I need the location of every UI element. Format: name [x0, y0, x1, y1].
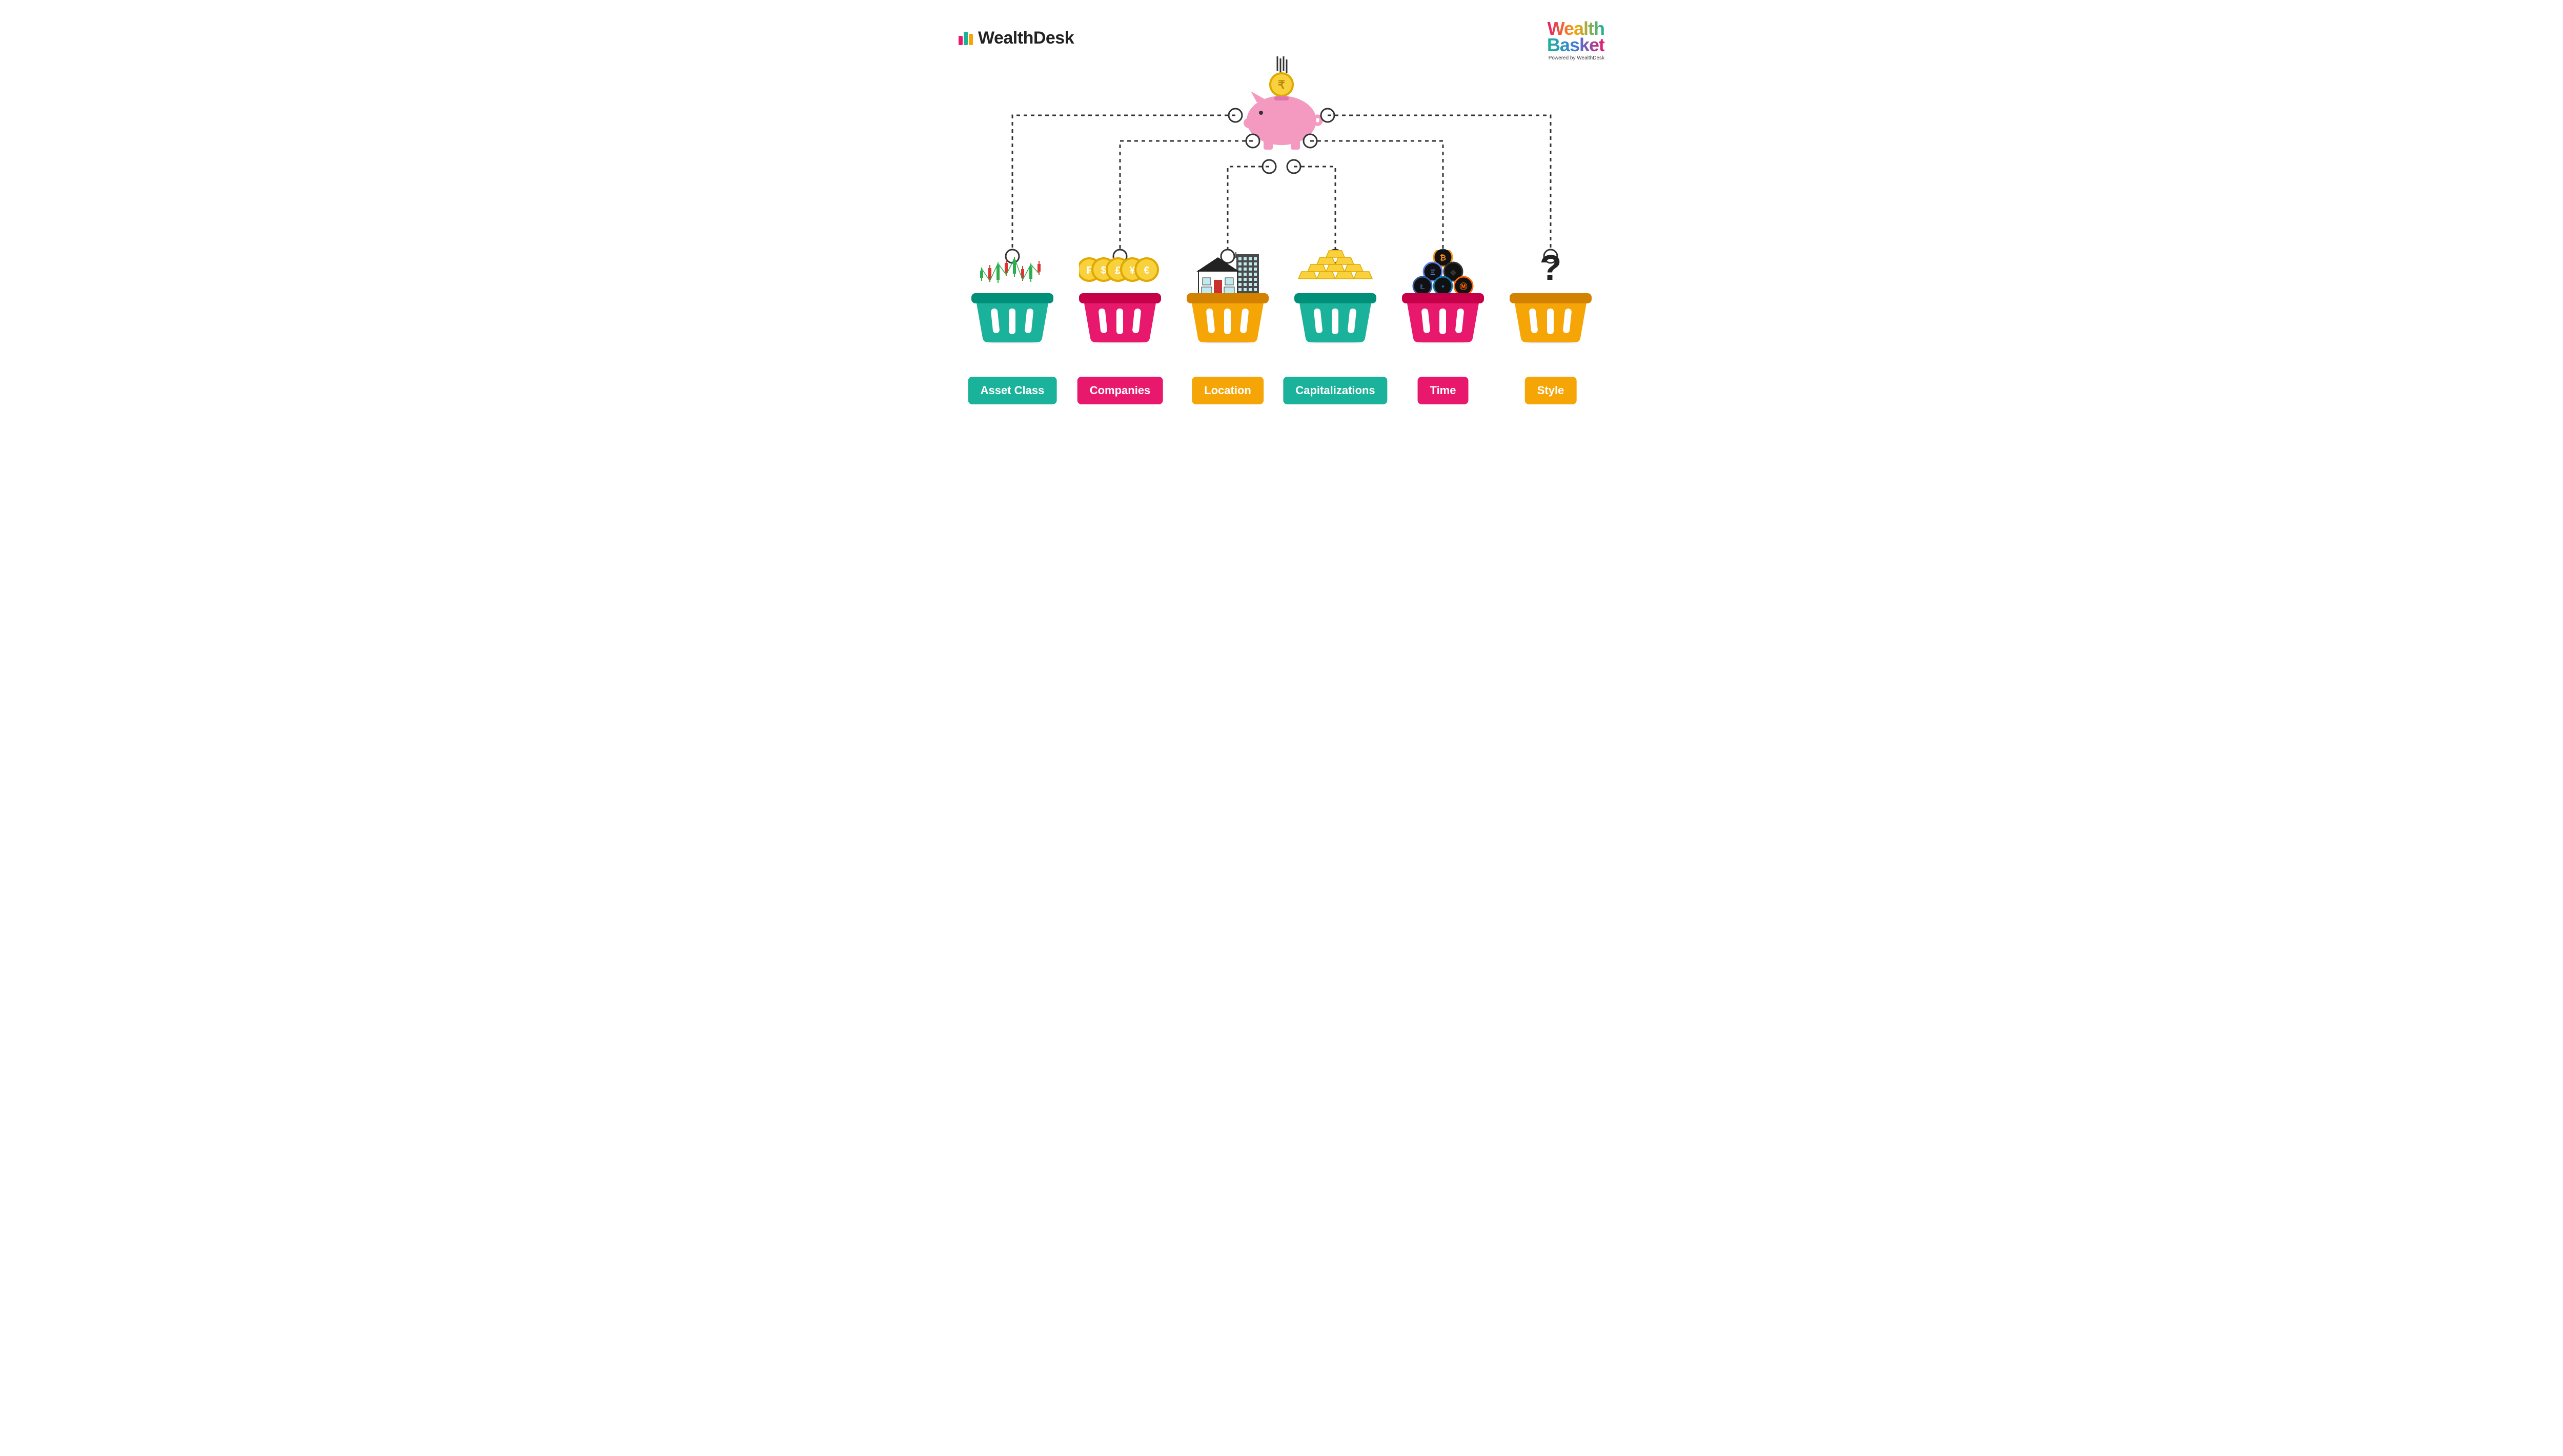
svg-text:£: £	[1115, 265, 1121, 276]
diagram-stage: WealthDesk Wealth Basket Powered by Weal…	[912, 0, 1651, 419]
basket-time	[1402, 287, 1484, 346]
label-companies: Companies	[1077, 377, 1163, 404]
wealthbasket-line2: Basket	[1547, 37, 1604, 53]
basket-companies	[1079, 287, 1161, 346]
wealthdesk-logo: WealthDesk	[959, 28, 1074, 48]
basket-style	[1510, 287, 1592, 346]
basket-icon-currency-coins: ₣$£¥€	[1079, 250, 1161, 285]
basket-location	[1187, 287, 1269, 346]
logo-bar-3	[969, 34, 973, 45]
svg-text:$: $	[1101, 265, 1106, 276]
svg-text:€: €	[1144, 265, 1149, 276]
wealthbasket-logo: Wealth Basket Powered by WealthDesk	[1547, 20, 1604, 61]
basket-asset-class	[971, 287, 1053, 346]
label-asset-class: Asset Class	[968, 377, 1057, 404]
basket-icon-gold-bars	[1294, 250, 1376, 283]
logo-bars-icon	[959, 32, 973, 45]
label-style: Style	[1525, 377, 1577, 404]
label-capitalizations: Capitalizations	[1283, 377, 1387, 404]
basket-capitalizations	[1294, 287, 1376, 346]
svg-text:?: ?	[1540, 250, 1562, 288]
logo-bar-2	[964, 32, 968, 45]
rupee-symbol: ₹	[1278, 78, 1285, 91]
svg-text:₿: ₿	[1440, 254, 1446, 262]
label-location: Location	[1192, 377, 1264, 404]
piggy-bank-icon: ₹	[1235, 56, 1328, 156]
basket-icon-candlestick	[971, 250, 1053, 289]
logo-bar-1	[959, 36, 963, 45]
wealthdesk-logo-text: WealthDesk	[978, 28, 1074, 48]
wealthbasket-subtext: Powered by WealthDesk	[1547, 55, 1604, 61]
label-time: Time	[1418, 377, 1469, 404]
svg-text:◆: ◆	[1450, 268, 1456, 277]
svg-text:₣: ₣	[1086, 265, 1092, 276]
svg-text:Ξ: Ξ	[1430, 268, 1435, 277]
